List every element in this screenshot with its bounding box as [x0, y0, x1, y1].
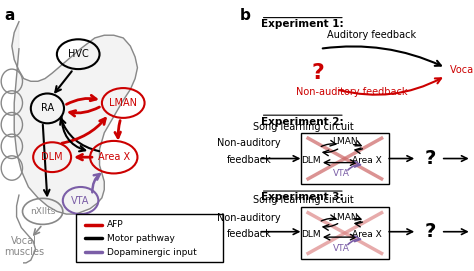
Text: LMAN: LMAN [332, 137, 358, 146]
Text: DLM: DLM [41, 152, 63, 162]
Text: Dopaminergic input: Dopaminergic input [107, 247, 196, 257]
Text: b: b [239, 8, 250, 23]
Polygon shape [12, 22, 137, 214]
Text: feedback: feedback [227, 229, 271, 239]
Text: VTA: VTA [333, 244, 350, 253]
Text: Area X: Area X [353, 230, 382, 239]
Text: AFP: AFP [107, 220, 123, 230]
Text: LMAN: LMAN [109, 98, 137, 108]
Text: DLM: DLM [301, 156, 320, 164]
Text: feedback: feedback [227, 154, 271, 164]
Text: ?: ? [424, 222, 436, 241]
Text: VTA: VTA [72, 196, 90, 205]
FancyBboxPatch shape [76, 214, 223, 262]
Text: Song learning circuit: Song learning circuit [253, 195, 354, 205]
Text: Experiment 1:: Experiment 1: [261, 19, 343, 29]
Text: Auditory feedback: Auditory feedback [327, 30, 416, 40]
Text: Non-auditory feedback: Non-auditory feedback [296, 87, 408, 97]
Text: ?: ? [311, 63, 324, 83]
Text: Vocal learning: Vocal learning [450, 66, 474, 75]
FancyBboxPatch shape [301, 207, 389, 259]
Text: HVC: HVC [68, 49, 89, 59]
Text: Motor pathway: Motor pathway [107, 234, 174, 243]
FancyBboxPatch shape [301, 133, 389, 184]
Text: Area X: Area X [353, 156, 382, 164]
Text: Vocal
muscles: Vocal muscles [4, 236, 44, 257]
Text: Non-auditory: Non-auditory [217, 138, 281, 148]
Text: Song learning circuit: Song learning circuit [253, 122, 354, 132]
Text: Experiment 2:: Experiment 2: [261, 117, 343, 127]
Text: Non-auditory: Non-auditory [217, 213, 281, 223]
Text: ?: ? [424, 149, 436, 168]
Text: LMAN: LMAN [332, 212, 358, 221]
Text: DLM: DLM [301, 230, 320, 239]
Text: Experiment 3:: Experiment 3: [261, 192, 343, 202]
Text: nXIIts: nXIIts [30, 207, 55, 216]
Text: Area X: Area X [98, 152, 130, 162]
Text: a: a [5, 8, 15, 23]
Text: VTA: VTA [333, 169, 350, 178]
Text: RA: RA [41, 104, 54, 113]
